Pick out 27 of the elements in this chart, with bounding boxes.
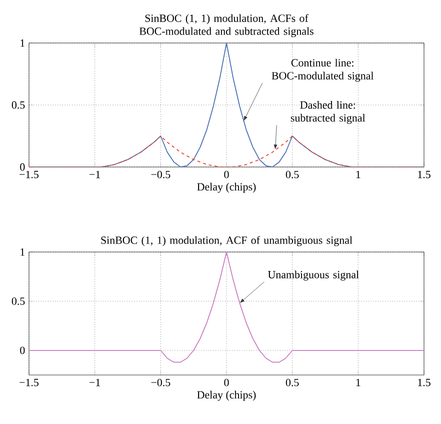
y-tick-label: 1 bbox=[20, 248, 24, 256]
x-axis-title: Delay (chips) bbox=[197, 182, 256, 193]
y-tick-label: 0 bbox=[20, 163, 25, 171]
annotation: Continue line: BOC-modulated signal bbox=[272, 58, 374, 82]
x-tick-label: −1.5 bbox=[20, 170, 39, 178]
y-tick-label: 0.5 bbox=[12, 297, 25, 305]
x-tick-label: 1.5 bbox=[418, 170, 430, 178]
x-tick-label: 1 bbox=[356, 170, 360, 178]
x-tick-label: −1 bbox=[90, 170, 100, 178]
x-tick-label: 0 bbox=[224, 378, 229, 386]
x-tick-label: −1 bbox=[90, 378, 100, 386]
x-axis-title: Delay (chips) bbox=[197, 390, 256, 401]
x-tick-label: −0.5 bbox=[151, 170, 170, 178]
x-tick-label: 0.5 bbox=[286, 378, 299, 386]
chart-title: SinBOC (1, 1) modulation, ACFs of BOC-modulated and subtracted signals bbox=[139, 14, 314, 38]
x-tick-label: −1.5 bbox=[20, 378, 39, 386]
chart-title: SinBOC (1, 1) modulation, ACF of unambiguous signal bbox=[101, 236, 352, 246]
x-tick-label: −0.5 bbox=[151, 378, 170, 386]
x-tick-label: 1 bbox=[356, 378, 360, 386]
x-tick-label: 1.5 bbox=[418, 378, 430, 386]
y-tick-label: 0 bbox=[20, 346, 25, 354]
y-tick-label: 0.5 bbox=[12, 101, 25, 109]
annotation: Unambiguous signal bbox=[268, 270, 359, 281]
x-tick-label: 0.5 bbox=[286, 170, 299, 178]
y-tick-label: 1 bbox=[20, 39, 24, 47]
x-tick-label: 0 bbox=[224, 170, 229, 178]
annotation: Dashed line: subtracted signal bbox=[290, 100, 366, 124]
